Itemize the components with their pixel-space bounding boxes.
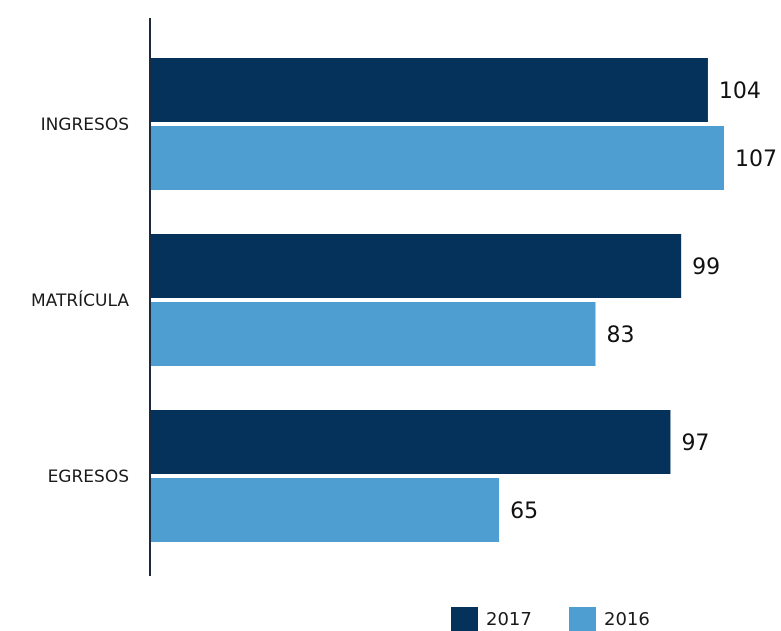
bar-matricula-2016 [151,302,596,366]
category-label-egresos: EGRESOS [48,467,129,487]
value-label-ingresos-2017: 104 [719,79,761,104]
category-label-ingresos: INGRESOS [41,115,129,135]
value-label-matricula-2017: 99 [692,255,720,280]
bar-matricula-2017 [151,234,682,298]
value-label-ingresos-2016: 107 [735,147,777,172]
bar-ingresos-2016 [151,126,724,190]
bar-egresos-2016 [151,478,500,542]
value-label-egresos-2017: 97 [681,431,709,456]
bar-ingresos-2017 [151,58,708,122]
bar-egresos-2017 [151,410,671,474]
bars-group: INGRESOS 104 107 MATRÍCULA 99 83 EGRESOS 97 65 [31,58,777,542]
category-label-matricula: MATRÍCULA [31,289,129,311]
value-label-egresos-2016: 65 [510,499,538,524]
value-label-matricula-2016: 83 [606,323,634,348]
